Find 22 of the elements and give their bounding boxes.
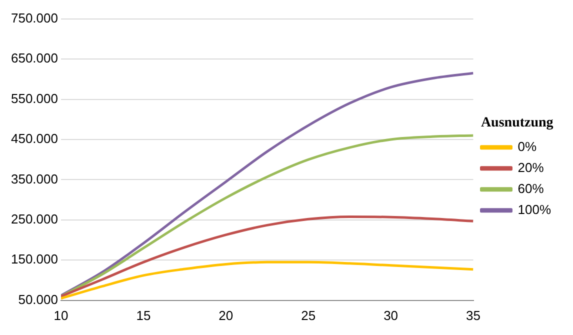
y-tick-label: 150.000 — [10, 252, 58, 267]
x-tick-label: 30 — [384, 308, 398, 323]
y-tick-label: 650.000 — [10, 50, 58, 66]
y-tick-label: 250.000 — [10, 212, 58, 227]
y-tick-label: 50.000 — [18, 292, 58, 307]
legend-label: 100% — [518, 202, 552, 217]
x-tick-label: 15 — [136, 308, 151, 323]
x-tick-label: 20 — [218, 308, 234, 323]
legend-label: 0% — [518, 138, 537, 154]
x-tick-label: 10 — [54, 308, 68, 323]
line-series — [60, 72, 474, 297]
y-tick-label: 750.000 — [10, 10, 58, 26]
y-tick-label: 350.000 — [10, 171, 58, 186]
legend-label: 60% — [518, 180, 544, 196]
legend-label: 20% — [518, 160, 544, 175]
legend-title: Ausnutzung — [480, 116, 554, 131]
y-tick-label: 450.000 — [10, 131, 58, 146]
x-tick-label: 25 — [301, 308, 316, 323]
x-tick-label: 35 — [466, 308, 480, 323]
y-tick-label: 550.000 — [10, 90, 58, 106]
line-series — [60, 215, 474, 298]
line-series — [60, 260, 474, 300]
